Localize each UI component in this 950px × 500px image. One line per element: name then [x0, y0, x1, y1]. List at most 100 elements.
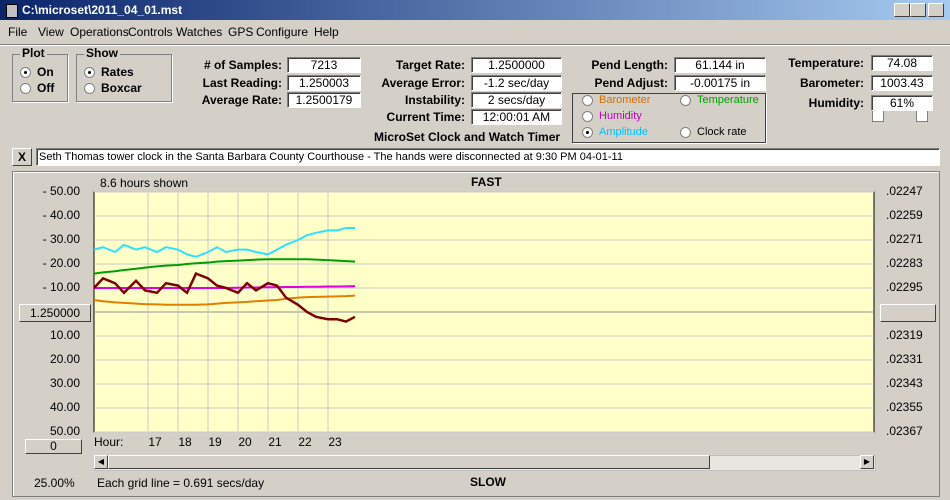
title-bar — [0, 0, 950, 20]
option-label: Boxcar — [101, 81, 142, 95]
field-label: # of Samples: — [203, 58, 282, 72]
slow-label: SLOW — [470, 475, 506, 489]
legend-panel — [572, 93, 766, 143]
window-title: C:\microset\2011_04_01.mst — [22, 3, 183, 17]
hours-shown: 8.6 hours shown — [100, 176, 189, 190]
field-value[interactable]: 7213 — [287, 57, 361, 73]
legend-item[interactable]: Temperature — [680, 94, 759, 106]
menu-item[interactable]: GPS — [228, 25, 254, 39]
legend-label: Humidity — [599, 110, 642, 122]
option-label: On — [37, 65, 54, 79]
y-tick-label: 40.00 — [50, 400, 80, 414]
rate-button[interactable]: 1.250000 — [19, 304, 91, 322]
scroll-thumb[interactable] — [108, 455, 710, 469]
x-tick-label: 23 — [328, 435, 342, 449]
legend-label: Amplitude — [599, 126, 648, 138]
radio-option[interactable]: Boxcar — [84, 81, 142, 95]
scroll-right[interactable]: ▶ — [860, 455, 874, 469]
field-value[interactable]: 1.2500179 — [287, 92, 361, 108]
y2-tick-label: .02367 — [886, 424, 923, 438]
menu-item[interactable]: Operations — [70, 25, 129, 39]
close-window-button[interactable] — [928, 3, 944, 17]
field-label: Last Reading: — [202, 76, 282, 90]
y2-tick-label: .02271 — [886, 232, 923, 246]
field-value[interactable]: 61% — [871, 95, 933, 111]
note-input[interactable]: Seth Thomas tower clock in the Santa Bar… — [36, 148, 940, 166]
chart-panel — [12, 171, 940, 497]
zoom-label: 25.00% — [34, 476, 75, 490]
app-icon — [6, 4, 18, 18]
series-line — [93, 258, 356, 275]
menu-item[interactable]: View — [38, 25, 64, 39]
field-value[interactable]: 74.08 — [871, 55, 933, 71]
option-label: Off — [37, 81, 55, 95]
y-tick-label: 10.00 — [50, 328, 80, 342]
right-button[interactable] — [880, 304, 936, 322]
legend-label: Clock rate — [697, 126, 747, 138]
radio-option[interactable]: Rates — [84, 65, 134, 79]
series-line — [93, 227, 355, 258]
menu-item[interactable]: File — [8, 25, 28, 39]
menu-item[interactable]: Configure — [256, 25, 309, 39]
legend-item[interactable]: Amplitude — [582, 126, 648, 138]
legend-item[interactable]: Clock rate — [680, 126, 747, 138]
show-group — [76, 54, 172, 102]
x-tick-label: 22 — [298, 435, 312, 449]
legend-item[interactable]: Barometer — [582, 94, 650, 106]
menu-item[interactable]: Watches — [176, 25, 223, 39]
x-tick-label: 21 — [268, 435, 282, 449]
menu-item[interactable]: Controls — [128, 25, 173, 39]
x-tick-label: 19 — [208, 435, 222, 449]
clear-note-button[interactable]: X — [12, 148, 32, 166]
x-tick-label: 17 — [148, 435, 162, 449]
field-value[interactable]: -0.00175 in — [674, 75, 766, 91]
y2-tick-label: .02259 — [886, 208, 923, 222]
field-value[interactable]: -1.2 sec/day — [471, 75, 562, 91]
x-tick-label: 18 — [178, 435, 192, 449]
legend-label: Temperature — [697, 94, 759, 106]
field-value[interactable]: 1.250003 — [287, 75, 361, 91]
field-value[interactable]: 1003.43 — [871, 75, 933, 91]
field-label: Average Rate: — [201, 93, 282, 107]
radio-option[interactable]: On — [20, 65, 54, 79]
y-tick-label: 50.00 — [50, 424, 80, 438]
y2-tick-label: .02247 — [886, 184, 923, 198]
radio-option[interactable]: Off — [20, 81, 54, 95]
y2-tick-label: .02319 — [886, 328, 923, 342]
field-label: Pend Length: — [591, 58, 668, 72]
field-label: Pend Adjust: — [594, 76, 668, 90]
field-label: Barometer: — [799, 76, 864, 90]
y-tick-label: - 50.00 — [43, 184, 81, 198]
option-label: Rates — [101, 65, 134, 79]
legend-label: Barometer — [599, 94, 651, 106]
y2-tick-label: .02355 — [886, 400, 923, 414]
maximize-button[interactable] — [910, 3, 926, 17]
field-label: Humidity: — [808, 96, 864, 110]
legend-item[interactable]: Humidity — [582, 110, 642, 122]
app-subtitle: MicroSet Clock and Watch Timer — [374, 130, 561, 144]
y-tick-label: - 30.00 — [43, 232, 81, 246]
y2-tick-label: .02283 — [886, 256, 923, 270]
field-value[interactable]: 1.2500000 — [471, 57, 562, 73]
field-label: Average Error: — [381, 76, 465, 90]
y-tick-label: 30.00 — [50, 376, 80, 390]
y2-tick-label: .02343 — [886, 376, 923, 390]
grid-note: Each grid line = 0.691 secs/day — [97, 476, 265, 490]
field-value[interactable]: 2 secs/day — [471, 92, 562, 108]
offset-button[interactable]: 0 — [25, 439, 82, 454]
group-title: Plot — [20, 46, 47, 60]
x-axis-label: Hour: — [94, 435, 123, 449]
scroll-left[interactable]: ◀ — [94, 455, 108, 469]
group-title: Show — [84, 46, 120, 60]
field-label: Target Rate: — [395, 58, 465, 72]
y-tick-label: - 10.00 — [43, 280, 81, 294]
series-line — [93, 294, 356, 306]
y2-tick-label: .02331 — [886, 352, 923, 366]
minimize-button[interactable] — [894, 3, 910, 17]
field-value[interactable]: 61.144 in — [674, 57, 766, 73]
field-value[interactable]: 12:00:01 AM — [471, 109, 562, 125]
field-label: Temperature: — [788, 56, 864, 70]
menu-item[interactable]: Help — [314, 25, 339, 39]
